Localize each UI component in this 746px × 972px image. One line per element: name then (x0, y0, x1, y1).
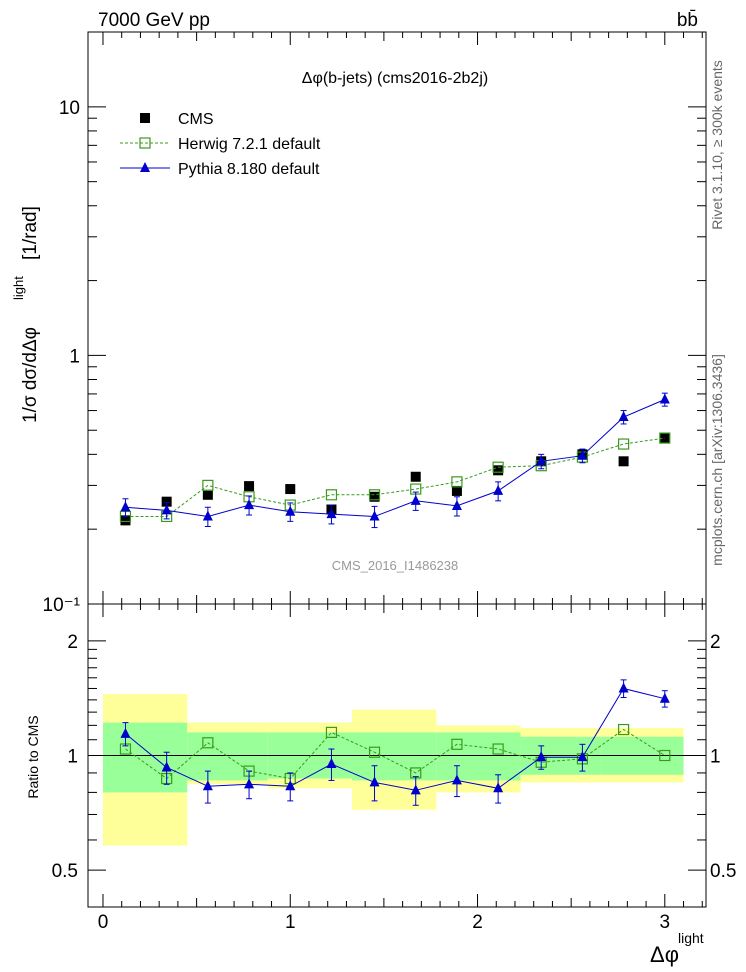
pythia-marker (493, 782, 504, 793)
pythia-marker (120, 501, 131, 512)
y-tick-label: 2 (67, 632, 78, 653)
main-series (119, 392, 671, 529)
herwig-marker (368, 489, 381, 501)
pythia-marker (326, 757, 337, 768)
x-axis-label: Δφ light (650, 930, 704, 967)
cms-marker (451, 485, 462, 496)
cms-marker (410, 471, 421, 482)
pythia-marker (618, 411, 629, 422)
x-tick-label: 3 (660, 912, 671, 933)
pythia-marker (161, 504, 172, 515)
pythia-marker (659, 692, 670, 703)
cms-marker (285, 484, 296, 495)
ratio-series (119, 679, 671, 806)
x-tick-label: 0 (98, 912, 109, 933)
x-tick-label: 1 (285, 912, 296, 933)
pythia-marker (202, 510, 213, 521)
cms-marker (244, 481, 255, 492)
cms-marker (369, 491, 380, 502)
pythia-marker (451, 774, 462, 785)
xlabel-sup: light (678, 930, 704, 946)
y-tick-label: 10⁻¹ (43, 595, 81, 616)
pythia-marker (244, 778, 255, 789)
stat-uncertainty-band (436, 732, 521, 781)
chart-title: Δφ(b-jets) (cms2016-2b2j) (302, 70, 488, 87)
pythia-line (125, 687, 665, 791)
ratio-axes: 0 1 2 3 0.5 0.5 1 1 2 2 (52, 603, 736, 933)
energy-label: 7000 GeV pp (98, 10, 210, 31)
legend-label: Herwig 7.2.1 default (178, 136, 321, 153)
cms-marker (161, 496, 172, 507)
y-tick-label: 0.5 (52, 861, 78, 882)
pythia-marker (618, 682, 629, 693)
y-tick-label-right: 0.5 (710, 861, 736, 882)
y-tick-label: 1 (67, 747, 78, 768)
pythia-marker (369, 776, 380, 787)
cms-marker (140, 113, 150, 123)
ratio-uncertainty-bands (88, 694, 706, 846)
x-tick-label: 2 (472, 912, 483, 933)
pythia-marker (285, 780, 296, 791)
pythia-marker (577, 449, 588, 460)
ylabel-sup: light (11, 276, 26, 300)
pythia-marker (493, 484, 504, 495)
herwig-marker (202, 479, 214, 491)
pythia-marker (202, 780, 213, 791)
ratio-y-axis-label: Ratio to CMS (25, 715, 41, 798)
y-tick-label: 1 (69, 346, 80, 367)
main-y-axis-label: 1/σ dσ/dΔφ light [1/rad] (11, 206, 41, 423)
pythia-marker (577, 751, 588, 762)
watermark: CMS_2016_I1486238 (332, 558, 459, 573)
cms-marker (659, 433, 670, 444)
mcplots-label: mcplots.cern.ch [arXiv:1306.3436] (709, 354, 725, 566)
herwig-marker (451, 738, 463, 750)
pythia-marker (410, 494, 421, 505)
pythia-marker (285, 505, 296, 516)
process-label: bb̄ (677, 10, 698, 31)
pythia-line (125, 399, 665, 518)
y-tick-label: 10 (59, 98, 80, 119)
xlabel-main: Δφ (650, 942, 679, 967)
herwig-marker (451, 476, 463, 488)
legend: CMS Herwig 7.2.1 default Pythia 8.180 defa… (120, 111, 321, 178)
herwig-marker (202, 737, 214, 749)
cms-marker (618, 456, 629, 467)
stat-uncertainty-band (352, 732, 437, 781)
pythia-marker (140, 162, 150, 172)
herwig-marker (617, 723, 630, 736)
rivet-label: Rivet 3.1.10, ≥ 300k events (709, 60, 725, 230)
herwig-marker (492, 743, 504, 755)
cms-marker (202, 489, 213, 500)
ylabel-main: 1/σ dσ/dΔφ (20, 327, 41, 423)
herwig-marker (659, 749, 671, 762)
pythia-marker (369, 510, 380, 521)
herwig-marker (617, 438, 630, 450)
pythia-marker (536, 751, 547, 762)
pythia-marker (659, 393, 670, 404)
pythia-marker (244, 499, 255, 510)
pythia-marker (451, 499, 462, 510)
legend-label: Pythia 8.180 default (178, 161, 320, 178)
pythia-marker (536, 455, 547, 466)
herwig-marker (492, 461, 504, 473)
stat-uncertainty-band (102, 722, 188, 793)
cms-marker (120, 515, 131, 526)
y-tick-label-right: 2 (710, 632, 721, 653)
pythia-marker (410, 784, 421, 795)
pythia-marker (326, 508, 337, 519)
herwig-marker (139, 137, 151, 149)
herwig-marker (325, 489, 338, 501)
y-tick-label-right: 1 (710, 747, 721, 768)
legend-label: CMS (178, 111, 214, 128)
herwig-marker (368, 746, 381, 758)
pythia-marker (161, 761, 172, 772)
ylabel-unit: [1/rad] (20, 206, 41, 260)
stat-uncertainty-band (187, 732, 268, 781)
pythia-marker (120, 727, 131, 738)
herwig-marker (659, 432, 671, 444)
cms-marker (493, 465, 504, 476)
herwig-marker (325, 726, 338, 738)
